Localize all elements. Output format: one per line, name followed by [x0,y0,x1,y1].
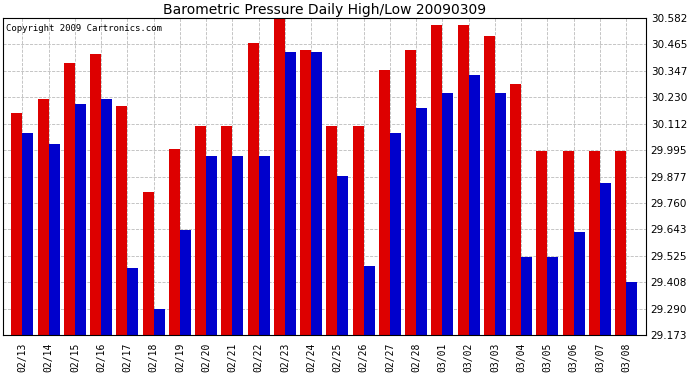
Bar [589,151,600,335]
Bar [353,126,364,335]
Bar [233,156,244,335]
Bar [573,232,584,335]
Bar [364,266,375,335]
Bar [326,126,337,335]
Bar [562,151,573,335]
Bar [180,230,191,335]
Bar [285,52,296,335]
Bar [23,133,34,335]
Bar [457,25,469,335]
Bar [248,43,259,335]
Bar [300,50,311,335]
Bar [38,99,49,335]
Bar [64,63,75,335]
Bar [169,149,180,335]
Bar [495,93,506,335]
Bar [221,126,233,335]
Bar [75,104,86,335]
Bar [128,268,139,335]
Bar [337,176,348,335]
Bar [274,18,285,335]
Bar [195,126,206,335]
Text: Copyright 2009 Cartronics.com: Copyright 2009 Cartronics.com [6,24,162,33]
Bar [379,70,390,335]
Bar [484,36,495,335]
Bar [521,257,532,335]
Bar [510,84,521,335]
Bar [431,25,442,335]
Bar [405,50,416,335]
Bar [117,106,128,335]
Title: Barometric Pressure Daily High/Low 20090309: Barometric Pressure Daily High/Low 20090… [163,3,486,17]
Bar [49,144,60,335]
Bar [442,93,453,335]
Bar [311,52,322,335]
Bar [626,282,637,335]
Bar [154,309,165,335]
Bar [90,54,101,335]
Bar [416,108,427,335]
Bar [259,156,270,335]
Bar [206,156,217,335]
Bar [536,151,547,335]
Bar [143,192,154,335]
Bar [547,257,558,335]
Bar [101,99,112,335]
Bar [12,113,23,335]
Bar [600,183,611,335]
Bar [469,75,480,335]
Bar [390,133,401,335]
Bar [615,151,626,335]
